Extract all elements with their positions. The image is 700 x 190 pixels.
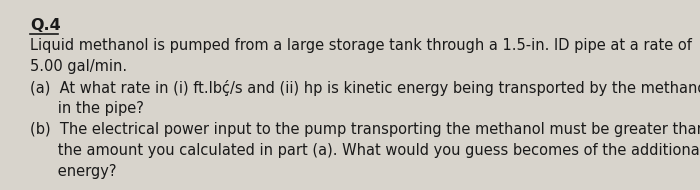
Text: 5.00 gal/min.: 5.00 gal/min. bbox=[30, 59, 127, 74]
Text: Q.4: Q.4 bbox=[30, 18, 61, 33]
Text: in the pipe?: in the pipe? bbox=[30, 101, 144, 116]
Text: Liquid methanol is pumped from a large storage tank through a 1.5-in. ID pipe at: Liquid methanol is pumped from a large s… bbox=[30, 38, 692, 53]
Text: the amount you calculated in part (a). What would you guess becomes of the addit: the amount you calculated in part (a). W… bbox=[30, 143, 700, 158]
Text: energy?: energy? bbox=[30, 164, 116, 179]
Text: (b)  The electrical power input to the pump transporting the methanol must be gr: (b) The electrical power input to the pu… bbox=[30, 122, 700, 137]
Text: (a)  At what rate in (i) ft.lbḉ/s and (ii) hp is kinetic energy being transporte: (a) At what rate in (i) ft.lbḉ/s and (ii… bbox=[30, 80, 700, 96]
